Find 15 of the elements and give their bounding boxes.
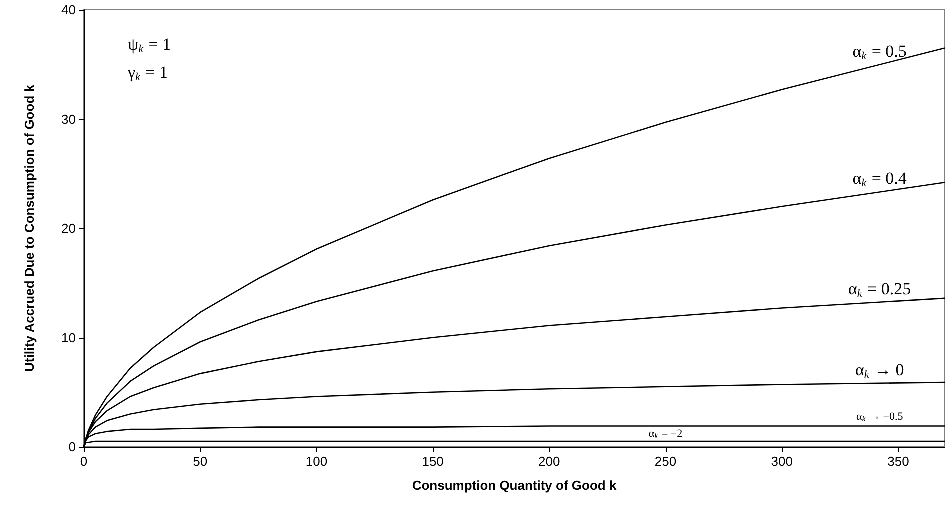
- x-tick-label: 250: [654, 454, 677, 469]
- y-tick-label: 10: [62, 330, 76, 346]
- y-tick-label: 30: [62, 112, 76, 127]
- x-tick-label: 300: [771, 454, 793, 469]
- x-tick-label: 150: [422, 454, 444, 469]
- y-tick-label: 40: [62, 2, 76, 18]
- y-tick-label: 20: [62, 221, 76, 236]
- x-tick-label: 350: [888, 454, 910, 469]
- y-tick-label: 0: [68, 440, 76, 454]
- x-tick-label: 100: [306, 454, 328, 469]
- x-tick-label: 50: [193, 454, 208, 469]
- x-tick-label: 0: [80, 454, 88, 469]
- y-axis-title: Utility Accrued Due to Consumption of Good k: [22, 84, 37, 372]
- x-axis-title: Consumption Quantity of Good k: [412, 478, 618, 493]
- x-tick-label: 200: [538, 454, 560, 469]
